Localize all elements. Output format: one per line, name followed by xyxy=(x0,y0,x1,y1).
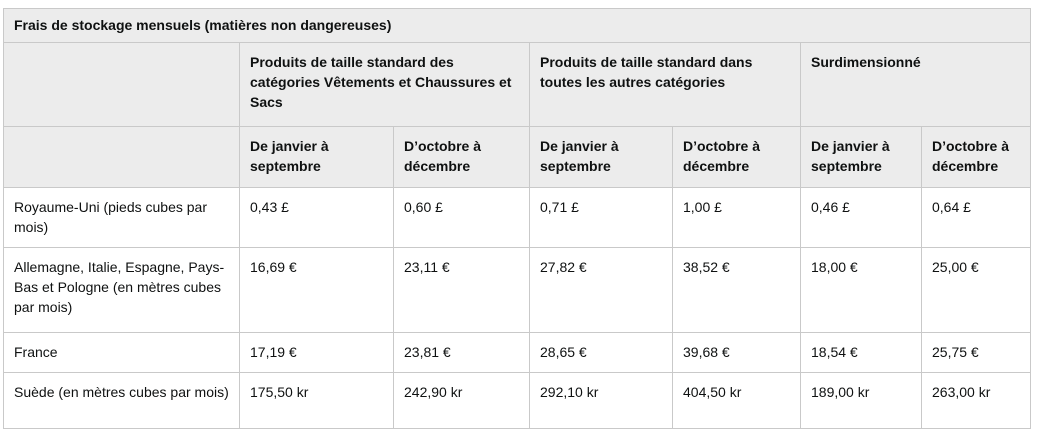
fee-cell: 25,75 € xyxy=(920,332,1032,373)
fee-cell: 18,54 € xyxy=(800,332,922,373)
fee-cell: 17,19 € xyxy=(239,332,394,373)
fee-cell: 0,71 £ xyxy=(529,187,673,248)
period-header-oct-dec: D’octobre à décembre xyxy=(672,126,801,188)
table-title: Frais de stockage mensuels (matières non… xyxy=(2,8,1032,43)
table-row-allemagne-italie-espagne-paysbas-pologne: Allemagne, Italie, Espagne, Pays-Bas et … xyxy=(3,247,1032,333)
period-header-jan-sep: De janvier à septembre xyxy=(239,126,394,188)
period-header-oct-dec: D’octobre à décembre xyxy=(393,126,530,188)
period-header-oct-dec: D’octobre à décembre xyxy=(920,126,1032,188)
row-label: Allemagne, Italie, Espagne, Pays-Bas et … xyxy=(3,247,240,333)
fee-cell: 23,11 € xyxy=(393,247,530,333)
fee-cell: 27,82 € xyxy=(529,247,673,333)
fee-cell: 175,50 kr xyxy=(239,372,394,429)
corner-empty-cell xyxy=(3,126,240,188)
fee-cell: 0,64 £ xyxy=(920,187,1032,248)
fee-cell: 0,46 £ xyxy=(800,187,922,248)
fee-cell: 1,00 £ xyxy=(672,187,801,248)
row-label: France xyxy=(3,332,240,373)
fee-cell: 189,00 kr xyxy=(800,372,922,429)
fee-cell: 23,81 € xyxy=(393,332,530,373)
monthly-storage-fees-table: Frais de stockage mensuels (matières non… xyxy=(2,8,1032,429)
fee-cell: 242,90 kr xyxy=(393,372,530,429)
fee-cell: 0,60 £ xyxy=(393,187,530,248)
column-group-standard-other: Produits de taille standard dans toutes … xyxy=(529,42,801,127)
table-row-france: France 17,19 € 23,81 € 28,65 € 39,68 € 1… xyxy=(3,332,1032,373)
corner-empty-cell xyxy=(3,42,240,127)
fee-cell: 18,00 € xyxy=(800,247,922,333)
fee-cell: 0,43 £ xyxy=(239,187,394,248)
row-label: Suède (en mètres cubes par mois) xyxy=(3,372,240,429)
fee-cell: 39,68 € xyxy=(672,332,801,373)
period-header-jan-sep: De janvier à septembre xyxy=(800,126,922,188)
fee-cell: 28,65 € xyxy=(529,332,673,373)
table-row-suede: Suède (en mètres cubes par mois) 175,50 … xyxy=(3,372,1032,429)
period-header-jan-sep: De janvier à septembre xyxy=(529,126,673,188)
fee-cell: 38,52 € xyxy=(672,247,801,333)
fee-cell: 292,10 kr xyxy=(529,372,673,429)
fee-cell: 25,00 € xyxy=(920,247,1032,333)
period-header-row: De janvier à septembre D’octobre à décem… xyxy=(3,126,1032,188)
table-title-row: Frais de stockage mensuels (matières non… xyxy=(2,8,1032,43)
column-group-header-row: Produits de taille standard des catégori… xyxy=(3,42,1032,127)
fee-cell: 404,50 kr xyxy=(672,372,801,429)
column-group-oversize: Surdimensionné xyxy=(799,42,1032,127)
fee-cell: 263,00 kr xyxy=(920,372,1032,429)
row-label: Royaume-Uni (pieds cubes par mois) xyxy=(3,187,240,248)
column-group-standard-clothing: Produits de taille standard des catégori… xyxy=(239,42,530,127)
table-row-royaume-uni: Royaume-Uni (pieds cubes par mois) 0,43 … xyxy=(3,187,1032,248)
fee-cell: 16,69 € xyxy=(239,247,394,333)
